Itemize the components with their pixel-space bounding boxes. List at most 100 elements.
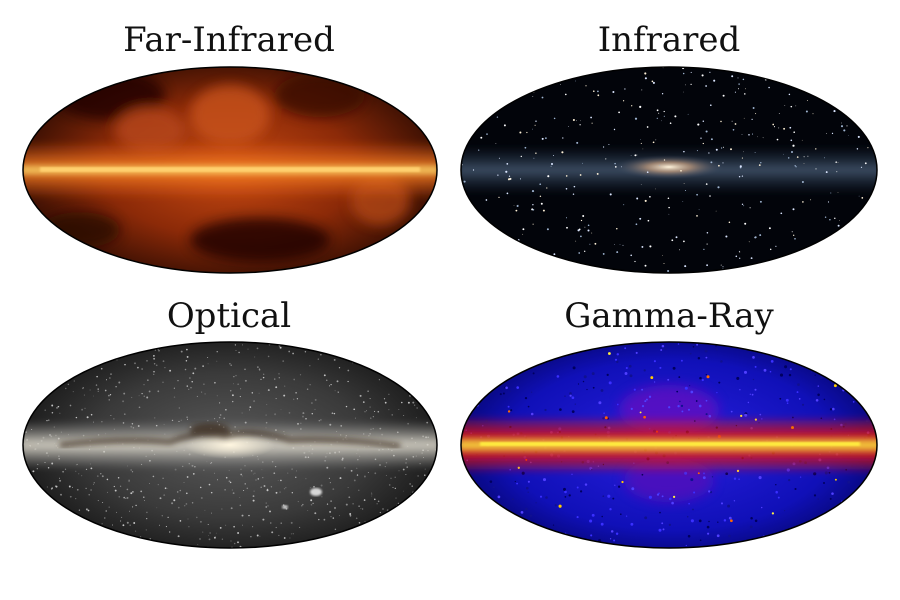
star	[347, 380, 349, 383]
star	[425, 367, 427, 370]
star	[134, 362, 136, 365]
star	[545, 137, 547, 139]
star	[244, 368, 246, 371]
star	[200, 497, 203, 499]
star	[231, 394, 234, 397]
gamma-source	[576, 516, 579, 519]
gamma-source	[794, 487, 797, 491]
gamma-source	[852, 401, 855, 403]
star	[661, 93, 664, 95]
gamma-source	[817, 393, 820, 397]
star	[717, 186, 720, 189]
star	[419, 511, 422, 513]
star	[850, 227, 851, 229]
star	[778, 127, 780, 129]
star	[126, 496, 129, 499]
gamma-source	[600, 522, 604, 526]
star	[697, 123, 700, 126]
star	[476, 226, 478, 228]
star	[121, 516, 123, 518]
star	[526, 131, 528, 134]
gamma-source	[641, 388, 644, 391]
star	[352, 503, 354, 505]
star	[29, 359, 32, 362]
star	[304, 351, 307, 353]
gamma-source	[680, 359, 683, 362]
gamma-source	[785, 398, 789, 402]
star	[349, 514, 351, 516]
star	[379, 355, 381, 358]
star	[65, 387, 67, 390]
star	[86, 530, 88, 532]
star	[90, 544, 93, 546]
star	[143, 500, 145, 502]
star	[247, 348, 249, 350]
star	[164, 366, 166, 369]
star	[741, 157, 743, 159]
star	[644, 199, 647, 202]
gamma-source	[531, 540, 534, 544]
gamma-source	[586, 388, 588, 391]
star	[363, 475, 366, 478]
star	[821, 255, 823, 258]
star	[105, 379, 108, 381]
star	[117, 476, 120, 479]
gamma-source	[861, 511, 864, 514]
star	[394, 476, 396, 478]
star	[118, 381, 121, 384]
star	[390, 477, 392, 479]
gamma-source	[668, 523, 672, 527]
star	[349, 513, 352, 515]
star	[418, 537, 420, 540]
star	[89, 389, 91, 391]
star	[690, 83, 692, 86]
gamma-source	[696, 343, 699, 346]
star	[839, 220, 841, 221]
star	[861, 197, 864, 199]
star	[58, 355, 61, 358]
star	[744, 88, 746, 90]
star	[64, 366, 67, 368]
star	[313, 485, 315, 488]
star	[510, 178, 511, 180]
star	[411, 485, 413, 487]
star	[186, 546, 189, 548]
star	[435, 534, 437, 536]
star	[651, 80, 654, 83]
gamma-source	[697, 357, 701, 360]
star	[605, 158, 607, 160]
gamma-source	[775, 483, 777, 486]
gamma-source	[693, 491, 696, 494]
star	[860, 166, 863, 168]
star	[260, 486, 262, 488]
star	[758, 270, 761, 273]
star	[790, 139, 793, 142]
gamma-source	[492, 486, 495, 489]
gamma-source	[569, 394, 572, 397]
star	[793, 234, 795, 236]
star	[538, 75, 540, 77]
star	[845, 82, 847, 84]
gamma-source	[478, 390, 481, 394]
star	[347, 486, 349, 488]
star	[737, 88, 740, 90]
star	[744, 222, 747, 225]
gamma-source	[705, 373, 707, 376]
star	[866, 72, 868, 75]
star	[415, 417, 417, 419]
star	[82, 387, 84, 389]
star	[122, 400, 125, 403]
star	[60, 493, 62, 496]
gamma-source	[809, 538, 811, 541]
star	[421, 527, 423, 529]
star	[661, 120, 663, 122]
star	[506, 73, 508, 75]
star	[249, 409, 251, 411]
star	[165, 526, 167, 528]
star	[391, 414, 393, 416]
star	[772, 123, 775, 126]
star	[403, 415, 405, 416]
star	[755, 113, 757, 115]
star	[369, 398, 371, 400]
star	[407, 401, 410, 404]
